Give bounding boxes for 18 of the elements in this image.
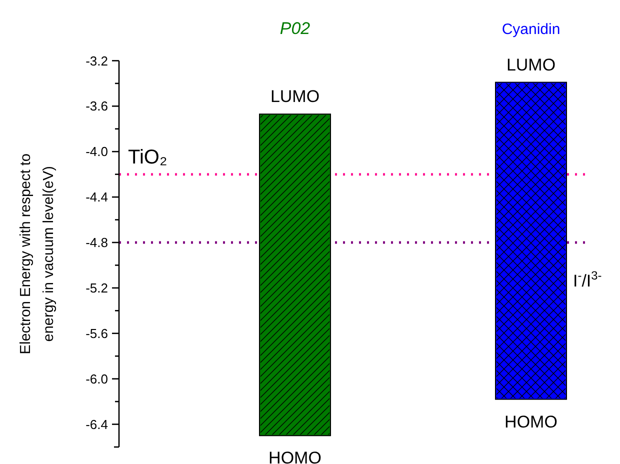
y-tick-label: -3.6 xyxy=(86,98,108,114)
y-tick-label: -3.2 xyxy=(86,53,108,68)
y-tick-label: -6.0 xyxy=(86,371,108,386)
ref-line-label: TiO₂ xyxy=(128,146,168,168)
y-axis-title: Electron Energy with respect to energy in vacuum level(eV) xyxy=(18,154,57,354)
y-tick-label: -5.6 xyxy=(86,326,108,341)
x-tick-label: P02 xyxy=(280,19,311,38)
y-tick-label: -4.0 xyxy=(86,144,108,160)
annotation: HOMO xyxy=(268,448,322,464)
y-tick-label: -4.8 xyxy=(86,235,108,250)
annotation: LUMO xyxy=(270,87,320,106)
ref-line-label: I$^{-}$/I$^{3-}$ xyxy=(573,268,602,290)
annotation: LUMO xyxy=(506,55,556,74)
annotation: HOMO xyxy=(504,412,558,432)
y-tick-label: -6.4 xyxy=(86,416,108,432)
y-tick-label: -5.2 xyxy=(86,280,108,296)
y-tick-label: -4.4 xyxy=(86,190,108,205)
x-tick-label: Cyanidin xyxy=(502,21,560,38)
